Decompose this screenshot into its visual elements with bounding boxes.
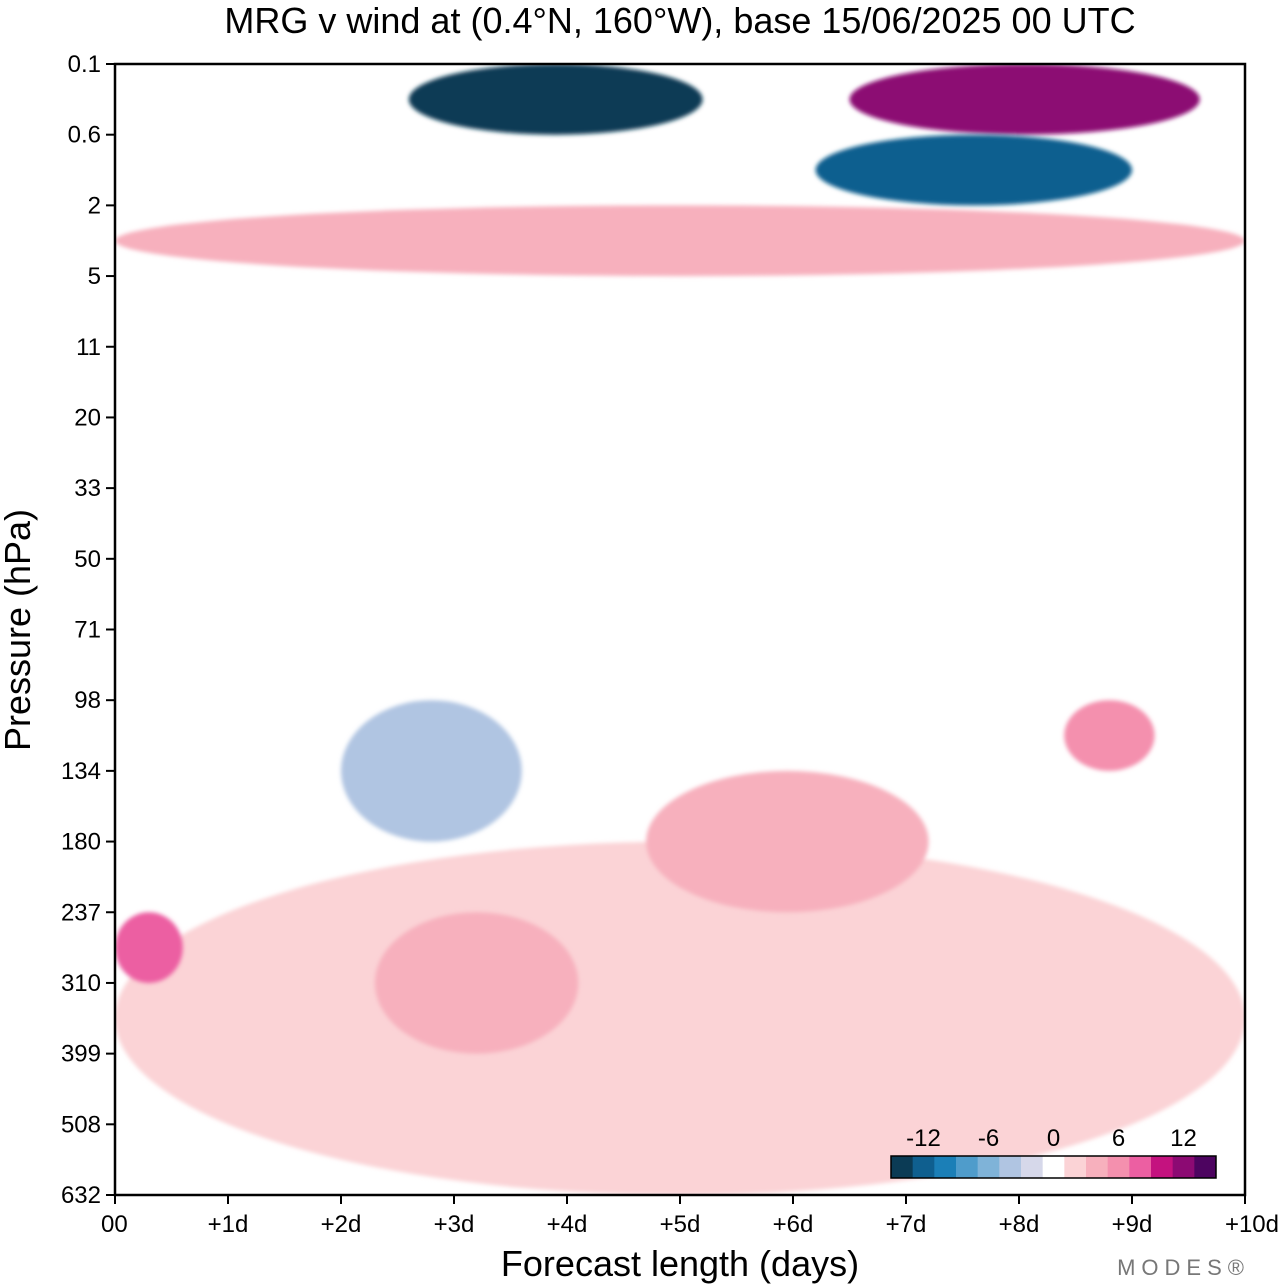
x-tick-label: +6d [773, 1211, 814, 1238]
colorbar-legend: -12 -6 0 6 12 [890, 1125, 1217, 1179]
colorbar-label: 6 [1112, 1125, 1125, 1152]
colorbar-swatch [891, 1156, 914, 1178]
colorbar-frame [890, 1155, 1217, 1179]
colorbar-label: -6 [978, 1125, 999, 1152]
colorbar-swatch [977, 1156, 1000, 1178]
colorbar-swatch [1172, 1156, 1195, 1178]
chart-title: MRG v wind at (0.4°N, 160°W), base 15/06… [224, 0, 1135, 41]
colorbar-label: 12 [1170, 1125, 1197, 1152]
y-tick-label: 508 [61, 1111, 101, 1138]
colorbar-swatch [1064, 1156, 1087, 1178]
x-tick-label: +7d [886, 1211, 927, 1238]
y-tick-label: 11 [76, 334, 101, 361]
colorbar-swatch [1086, 1156, 1109, 1178]
y-tick-label: 0.6 [68, 122, 101, 149]
brand-logo: MODES® [1117, 1255, 1250, 1280]
y-tick-label: 20 [74, 404, 101, 431]
contour-region-2 [374, 912, 579, 1054]
contour-region-1 [115, 912, 183, 983]
x-tick-label: +10d [1225, 1211, 1279, 1238]
x-tick-label: +5d [660, 1211, 701, 1238]
y-axis: 0.1 0.6 2 5 11 20 33 50 71 98 134 180 237 310 399 508 63… [61, 51, 115, 1209]
y-tick-label: 134 [61, 758, 101, 785]
contour-region-6 [408, 64, 703, 135]
y-tick-label: 50 [74, 546, 101, 573]
y-tick-label: 71 [74, 617, 101, 644]
x-tick-label: +9d [1112, 1211, 1153, 1238]
colorbar-swatch [1042, 1156, 1065, 1178]
x-tick-label: +1d [208, 1211, 249, 1238]
contour-region-9 [115, 205, 1245, 277]
colorbar-swatch [1194, 1156, 1217, 1178]
colorbar-label: -12 [906, 1125, 941, 1152]
y-tick-label: 98 [74, 687, 101, 714]
y-tick-label: 399 [61, 1041, 101, 1068]
contour-region-7 [849, 64, 1200, 135]
contour-region-8 [815, 134, 1132, 206]
contour-region-4 [1064, 700, 1155, 771]
contour-region-5 [341, 700, 522, 842]
y-tick-label: 310 [61, 970, 101, 997]
colorbar-swatch [912, 1156, 935, 1178]
colorbar-label: 0 [1047, 1125, 1060, 1152]
y-tick-label: 237 [61, 899, 101, 926]
x-tick-label: +2d [321, 1211, 362, 1238]
x-tick-label: 00 [101, 1211, 128, 1238]
x-tick-label: +3d [434, 1211, 475, 1238]
x-axis: 00 +1d +2d +3d +4d +5d +6d +7d +8d +9d +10d [101, 1195, 1279, 1238]
colorbar-swatch [1129, 1156, 1152, 1178]
x-axis-label: Forecast length (days) [501, 1243, 859, 1284]
colorbar-swatch [1107, 1156, 1130, 1178]
contour-region-3 [646, 770, 929, 913]
colorbar-swatch [956, 1156, 979, 1178]
colorbar-swatch [1021, 1156, 1044, 1178]
x-tick-label: +8d [999, 1211, 1040, 1238]
x-tick-label: +4d [547, 1211, 588, 1238]
y-tick-label: 0.1 [68, 51, 101, 78]
y-axis-label: Pressure (hPa) [0, 509, 38, 751]
y-tick-label: 180 [61, 829, 101, 856]
colorbar-swatch [934, 1156, 957, 1178]
colorbar-swatch [1151, 1156, 1174, 1178]
contour-region-0 [115, 841, 1245, 1195]
y-tick-label: 2 [88, 192, 101, 219]
colorbar-swatch [999, 1156, 1022, 1178]
y-tick-label: 632 [61, 1182, 101, 1209]
y-tick-label: 33 [74, 475, 101, 502]
y-tick-label: 5 [88, 263, 101, 290]
contour-field [115, 64, 1245, 1195]
